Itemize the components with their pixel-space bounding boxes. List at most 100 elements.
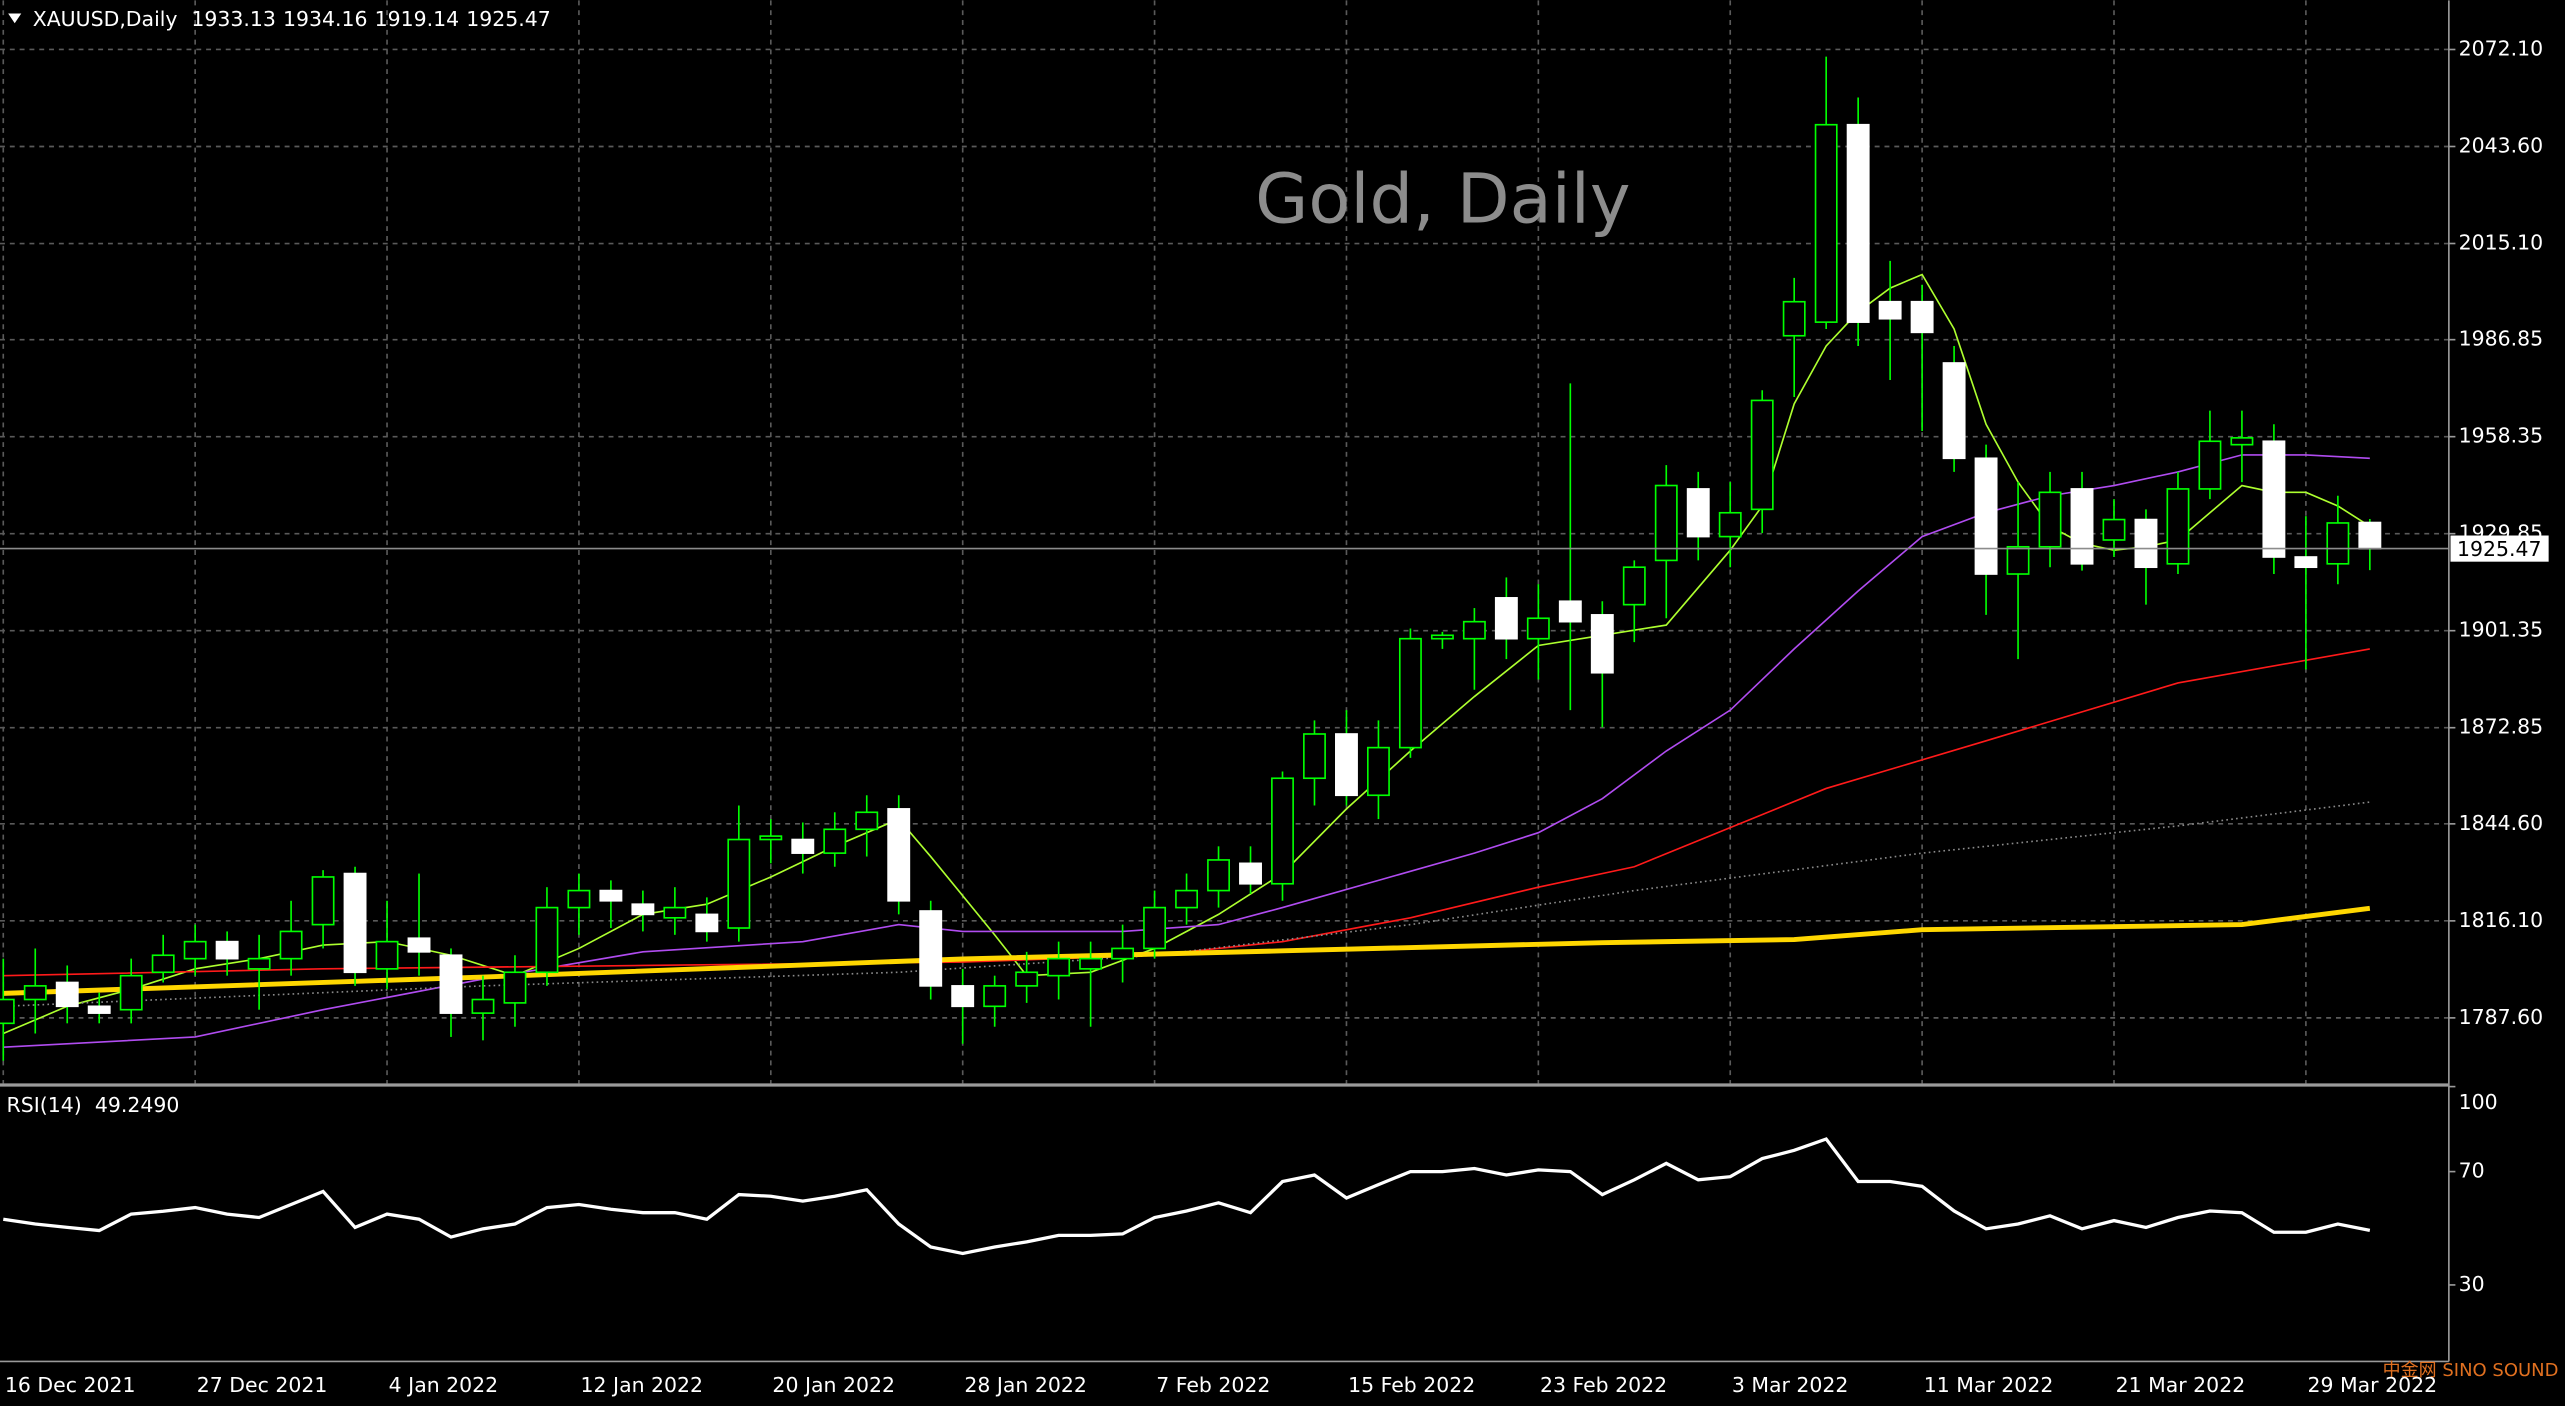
moving-average (3, 905, 2371, 996)
y-tick-label: 1844.60 (2459, 811, 2544, 835)
x-tick-label: 11 Mar 2022 (1924, 1373, 2054, 1397)
candle-body (1942, 362, 1966, 460)
header-high: 1934.16 (283, 7, 368, 31)
candle-body (1878, 300, 1902, 320)
plot-layer (0, 56, 2449, 1256)
candle-body (1910, 300, 1934, 334)
candle-body (1462, 620, 1486, 640)
candle-body (1622, 566, 1646, 606)
candle-body (1846, 123, 1870, 323)
candle-body (823, 828, 847, 854)
current-price-label: 1925.47 (2457, 537, 2542, 561)
candle-body (375, 940, 399, 970)
y-tick-label: 1872.85 (2459, 715, 2544, 739)
rsi-tick-label: 30 (2459, 1272, 2485, 1296)
candle-body (2262, 440, 2286, 558)
rsi-current: 49.2490 (95, 1093, 180, 1117)
candle-body (2230, 437, 2254, 446)
candle-body (1303, 733, 1326, 780)
candle-body (791, 838, 815, 854)
candle-body (2038, 491, 2062, 548)
candle-body (1271, 777, 1294, 885)
candle-body (1047, 957, 1071, 977)
candle-body (471, 998, 495, 1014)
candle-body (631, 903, 655, 916)
watermark: 中金网 SINO SOUND (2383, 1360, 2559, 1381)
y-tick-label: 1787.60 (2459, 1005, 2544, 1029)
current-price-box (2450, 535, 2549, 562)
candle-body (2358, 521, 2382, 550)
x-tick-label: 7 Feb 2022 (1156, 1373, 1270, 1397)
candle-body (1335, 733, 1358, 797)
candle-body (215, 940, 239, 960)
candle-body (2326, 522, 2350, 565)
y-tick-label: 1901.35 (2459, 618, 2544, 642)
candle-body (983, 985, 1007, 1008)
candle-body (1526, 617, 1550, 640)
candle-body (855, 811, 879, 831)
candle-body (1366, 746, 1390, 797)
candle-body (343, 872, 367, 974)
candle-body (887, 808, 911, 902)
candle-body (1750, 399, 1774, 511)
header-open: 1933.13 (191, 7, 276, 31)
header-low: 1919.14 (375, 7, 460, 31)
candle-body (2198, 440, 2222, 490)
candle-body (1398, 637, 1422, 749)
candle-body (535, 906, 559, 974)
candle-body (1430, 634, 1454, 640)
candle-body (1079, 957, 1103, 970)
y-tick-label: 2015.10 (2459, 231, 2544, 255)
x-tick-label: 28 Jan 2022 (964, 1373, 1087, 1397)
candle-body (567, 889, 591, 909)
candle-body (151, 954, 175, 974)
candle-body (759, 835, 783, 841)
candle-body (1175, 889, 1199, 909)
candle-body (1558, 600, 1582, 623)
candle-body (951, 985, 975, 1008)
candle-body (87, 1005, 111, 1014)
candle-body (727, 838, 751, 929)
candle-body (599, 889, 623, 902)
candle-body (1686, 488, 1710, 538)
rsi-name: RSI(14) (7, 1093, 82, 1117)
y-tick-label: 2072.10 (2459, 36, 2544, 60)
x-tick-label: 27 Dec 2021 (197, 1373, 328, 1397)
rsi-tick-label: 100 (2459, 1090, 2498, 1114)
candle-body (2070, 488, 2094, 565)
candle-body (1782, 300, 1806, 337)
candle-body (0, 998, 15, 1025)
chart-title: Gold, Daily (1255, 159, 1630, 239)
candle-body (1207, 859, 1230, 892)
candle-body (919, 910, 943, 987)
rsi-tick-label: 70 (2459, 1159, 2485, 1183)
x-tick-label: 3 Mar 2022 (1732, 1373, 1849, 1397)
y-tick-label: 1816.10 (2459, 908, 2544, 932)
moving-average (3, 801, 2370, 1008)
candle-body (1718, 511, 1742, 538)
candle-body (1239, 862, 1262, 885)
candle-body (279, 930, 303, 960)
x-tick-label: 15 Feb 2022 (1348, 1373, 1475, 1397)
header-close: 1925.47 (466, 7, 551, 31)
y-tick-label: 1958.35 (2459, 424, 2544, 448)
candle-body (119, 974, 143, 1011)
moving-average (3, 648, 2370, 977)
candle-body (1143, 906, 1167, 950)
candle-body (1111, 947, 1135, 960)
candle-body (2006, 545, 2030, 575)
candle-body (23, 985, 47, 1001)
candle-body (183, 940, 207, 960)
candle-body (2134, 518, 2158, 569)
header-symbol: XAUUSD,Daily (33, 7, 178, 31)
candle-body (55, 981, 79, 1008)
x-tick-label: 16 Dec 2021 (5, 1373, 136, 1397)
candle-body (1974, 457, 1998, 575)
x-tick-label: 21 Mar 2022 (2116, 1373, 2246, 1397)
x-tick-label: 12 Jan 2022 (581, 1373, 704, 1397)
menu-arrow[interactable] (8, 13, 22, 24)
grid-layer (0, 0, 2449, 1084)
candle-body (1015, 971, 1039, 987)
